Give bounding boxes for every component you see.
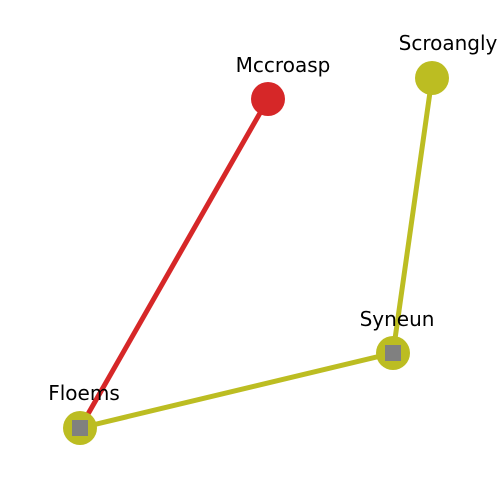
node-floems-square-icon bbox=[72, 420, 88, 436]
node-label-mccroasp: Mccroasp bbox=[236, 53, 331, 77]
edge-floems-syneun bbox=[77, 350, 396, 431]
labels-layer: Mccroasp Scroangly Syneun Floems bbox=[48, 31, 497, 405]
node-label-floems: Floems bbox=[48, 381, 120, 405]
node-scroangly bbox=[415, 61, 449, 95]
node-syneun-square-icon bbox=[385, 345, 401, 361]
edges-layer bbox=[77, 75, 435, 431]
nodes-layer bbox=[63, 61, 449, 445]
edge-floems-mccroasp bbox=[77, 96, 271, 431]
node-mccroasp bbox=[251, 82, 285, 116]
node-label-scroangly: Scroangly bbox=[399, 31, 498, 55]
edge-syneun-scroangly bbox=[390, 75, 435, 356]
node-label-syneun: Syneun bbox=[360, 307, 435, 331]
